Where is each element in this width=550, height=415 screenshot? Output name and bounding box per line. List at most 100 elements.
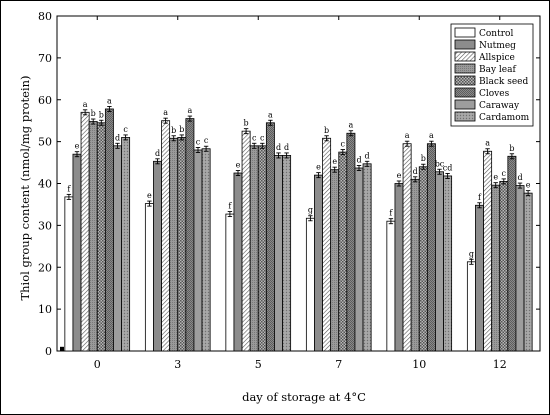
y-tick-label: 20 — [38, 261, 52, 274]
bar — [305, 217, 315, 352]
significance-letter: b — [91, 109, 96, 118]
significance-letter: d — [413, 167, 418, 176]
significance-letter: c — [502, 169, 507, 178]
significance-letter: e — [75, 142, 80, 151]
bar — [410, 178, 420, 352]
bar — [314, 174, 323, 352]
bar — [161, 120, 171, 352]
significance-letter: b — [509, 144, 514, 153]
significance-letter: c — [260, 133, 265, 142]
y-tick-label: 0 — [45, 345, 52, 358]
y-tick-label: 50 — [38, 136, 52, 149]
bar — [346, 132, 356, 352]
significance-letter: e — [526, 181, 531, 190]
significance-letter: c — [196, 137, 201, 146]
significance-letter: a — [349, 121, 354, 130]
significance-letter: d — [155, 149, 160, 158]
x-axis-title: day of storage at 4°C — [242, 390, 366, 404]
bar — [475, 204, 484, 352]
x-tick-label: 10 — [412, 358, 426, 371]
legend-swatch — [454, 63, 476, 74]
legend: Control Nutmeg Allspice Bay leaf Black seed C… — [450, 23, 534, 127]
legend-entry: Bay leaf — [479, 65, 516, 75]
bar — [88, 121, 98, 352]
significance-letter: cd — [443, 163, 453, 172]
bar — [523, 192, 533, 352]
bar — [177, 137, 187, 352]
significance-letter: a — [268, 110, 273, 119]
bar — [362, 163, 372, 352]
x-tick-label: 5 — [255, 358, 262, 371]
bar — [418, 166, 428, 352]
bar — [322, 137, 332, 352]
bar — [193, 149, 203, 352]
significance-letter: e — [236, 161, 241, 170]
bar — [394, 183, 404, 352]
legend-entry: Cloves — [479, 89, 510, 99]
baseline-mark — [60, 346, 64, 351]
bar — [80, 111, 90, 352]
bar — [435, 171, 444, 352]
bar — [282, 155, 292, 352]
y-tick-label: 40 — [38, 178, 52, 191]
legend-swatch — [454, 111, 476, 122]
legend-entry: Allspice — [478, 53, 515, 63]
bar — [338, 151, 348, 352]
significance-letter: f — [228, 202, 232, 211]
bar — [249, 145, 259, 352]
bar — [96, 122, 106, 352]
significance-letter: e — [332, 157, 337, 166]
legend-swatch — [454, 87, 476, 98]
significance-letter: b — [421, 154, 426, 163]
bar — [201, 148, 211, 352]
significance-letter: b — [171, 126, 176, 135]
x-tick-label: 3 — [174, 358, 181, 371]
bar — [265, 122, 275, 352]
significance-letter: e — [147, 191, 152, 200]
significance-letter: e — [397, 171, 402, 180]
bar — [507, 155, 517, 352]
significance-letter: c — [252, 133, 257, 142]
bar — [121, 137, 131, 352]
significance-letter: a — [107, 96, 112, 105]
bar — [386, 220, 396, 352]
bar — [185, 118, 195, 352]
significance-letter: e — [493, 173, 498, 182]
bar — [499, 181, 509, 352]
significance-letter: d — [276, 143, 281, 152]
significance-letter: d — [517, 173, 522, 182]
significance-letter: b — [179, 125, 184, 134]
significance-letter: g — [308, 206, 313, 215]
significance-letter: b — [324, 126, 329, 135]
x-tick-label: 12 — [493, 358, 507, 371]
legend-entry: Black seed — [479, 77, 528, 87]
x-tick-label: 7 — [335, 358, 342, 371]
legend-swatch — [454, 75, 476, 86]
bar — [153, 160, 162, 352]
significance-letter: a — [188, 106, 193, 115]
significance-letter: f — [478, 193, 482, 202]
significance-letter: a — [83, 100, 88, 109]
significance-letter: d — [365, 151, 370, 160]
bar — [354, 167, 364, 352]
bar — [330, 169, 340, 352]
bar — [491, 184, 501, 352]
significance-letter: f — [389, 209, 393, 218]
bar — [426, 143, 436, 352]
legend-swatch — [454, 99, 476, 110]
significance-letter: a — [405, 131, 410, 140]
bar — [104, 108, 114, 352]
bar — [466, 261, 476, 352]
legend-entry: Cardamom — [479, 113, 530, 123]
significance-letter: b — [99, 110, 104, 119]
bar — [483, 150, 493, 352]
y-tick-label: 80 — [38, 10, 52, 23]
significance-letter: bc — [435, 159, 445, 168]
bar — [257, 145, 267, 352]
significance-letter: e — [316, 163, 321, 172]
legend-swatch — [454, 51, 476, 62]
significance-letter: c — [204, 136, 209, 145]
x-tick-label: 0 — [94, 358, 101, 371]
